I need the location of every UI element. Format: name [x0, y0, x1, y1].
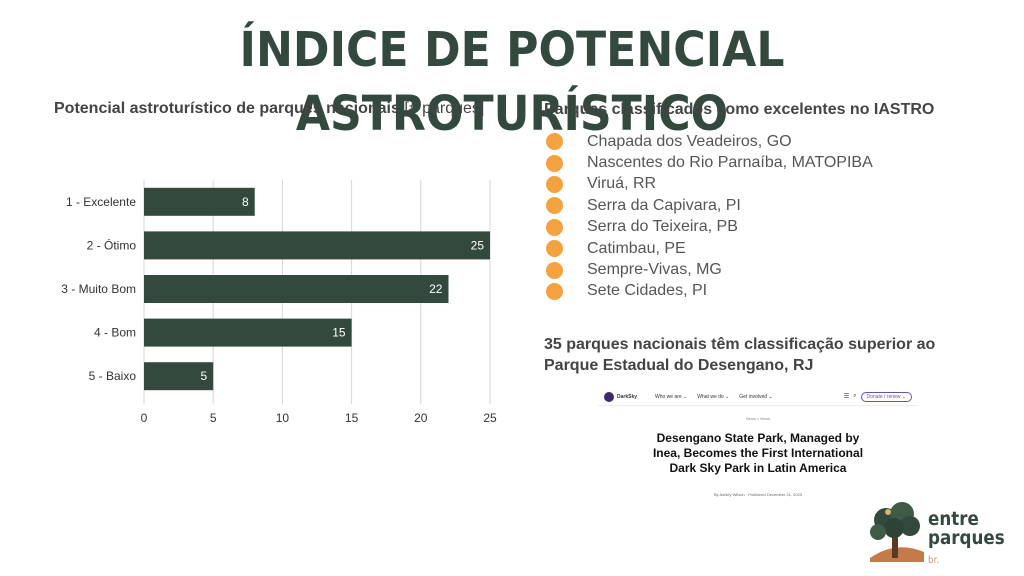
bar [144, 318, 352, 347]
darksky-logo-icon [604, 391, 614, 402]
park-item: Nascentes do Rio Parnaíba, MATOPIBA [546, 152, 873, 173]
excellent-parks-list: Chapada dos Veadeiros, GO Nascentes do Ri… [546, 131, 873, 302]
park-item: Sempre-Vivas, MG [546, 259, 873, 280]
excellent-parks-title: Parques classificados como excelentes no… [544, 101, 935, 118]
bullet-icon [546, 175, 563, 193]
park-item: Viruá, RR [546, 174, 873, 195]
bar-value-label: 8 [242, 195, 249, 209]
bar-chart: 0 5 10 15 20 25 1 - Excelente 8 2 - Ótimo 25 3 - M… [61, 180, 497, 425]
park-name: Viruá, RR [587, 175, 657, 193]
x-tick-label: 0 [141, 411, 148, 425]
x-tick-label: 15 [345, 411, 359, 425]
bullet-icon [546, 240, 563, 258]
darksky-brand: DarkSky [617, 393, 638, 400]
page-title: ÍNDICE DE POTENCIAL ASTROTURÍSTICO [239, 22, 785, 142]
bar [144, 187, 255, 216]
park-item: Chapada dos Veadeiros, GO [546, 131, 873, 152]
bullet-icon [546, 282, 563, 300]
nav-who-we-are: Who we are ⌄ [655, 393, 688, 400]
chart-title: Potencial astroturístico de parques naci… [54, 100, 484, 118]
bar [144, 362, 214, 391]
bullet-icon [546, 261, 563, 279]
logo-line-1: entre [928, 508, 979, 530]
category-label: 4 - Bom [94, 326, 136, 340]
park-item: Sete Cidades, PI [546, 281, 873, 302]
park-item: Serra da Capivara, PI [546, 195, 873, 216]
park-item: Catimbau, PE [546, 238, 873, 259]
park-name: Sete Cidades, PI [587, 282, 708, 300]
donate-button: Donate / renew ⌄ [860, 391, 912, 402]
x-tick-label: 20 [414, 411, 428, 425]
park-name: Chapada dos Veadeiros, GO [587, 132, 792, 150]
logo-line-2: parques [928, 527, 1005, 549]
article-byline: By Ashley Wilson · Published December 21… [713, 492, 803, 497]
article-headline: Desengano State Park, Managed by Inea, B… [652, 431, 864, 475]
category-label: 5 - Baixo [89, 369, 137, 383]
search-icon: ⌕ [853, 393, 857, 399]
darksky-article-screenshot: DarkSky Who we are ⌄ What we do ⌄ Get in… [598, 388, 918, 522]
bar-value-label: 22 [429, 282, 443, 296]
park-item: Serra do Teixeira, PB [546, 217, 873, 238]
nav-get-involved: Get involved ⌄ [739, 393, 773, 400]
category-label: 1 - Excelente [66, 195, 136, 209]
park-name: Serra da Capivara, PI [587, 196, 741, 214]
park-name: Nascentes do Rio Parnaíba, MATOPIBA [587, 154, 873, 172]
bullet-icon [546, 133, 563, 151]
park-name: Catimbau, PE [587, 239, 686, 257]
nav-what-we-do: What we do ⌄ [697, 393, 730, 400]
entre-parques-logo: entre parques br. [866, 500, 1006, 566]
bar-value-label: 15 [332, 326, 346, 340]
bullet-icon [546, 154, 563, 172]
park-name: Serra do Teixeira, PB [587, 218, 738, 236]
bar [144, 275, 449, 303]
tree-logo-icon [870, 502, 924, 562]
bar [144, 231, 490, 260]
x-tick-label: 10 [276, 411, 290, 425]
bar-value-label: 25 [471, 238, 485, 252]
bar-value-label: 5 [201, 369, 208, 383]
chart-title-main: Potencial astroturístico de parques naci… [54, 100, 400, 117]
bullet-icon [546, 197, 563, 215]
bullet-icon [546, 218, 563, 236]
park-name: Sempre-Vivas, MG [587, 261, 722, 279]
darksky-navbar: DarkSky Who we are ⌄ What we do ⌄ Get in… [598, 388, 918, 406]
logo-suffix: br. [928, 555, 940, 566]
menu-icon: ☰ [843, 394, 850, 400]
article-breadcrumb: News > News [745, 416, 771, 421]
chart-title-unit: [# parques] [399, 100, 485, 117]
category-label: 3 - Muito Bom [61, 282, 136, 296]
category-label: 2 - Ótimo [87, 237, 137, 252]
x-tick-label: 25 [483, 411, 497, 425]
x-tick-label: 5 [210, 411, 217, 425]
desengano-highlight: 35 parques nacionais têm classificação s… [544, 336, 936, 374]
